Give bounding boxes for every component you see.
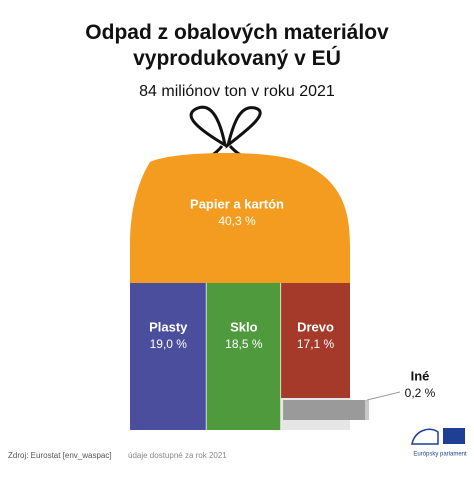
segment <box>130 153 350 283</box>
segment <box>281 283 350 398</box>
segment-name: Plasty <box>149 319 188 334</box>
segment <box>206 283 282 430</box>
segment <box>130 283 207 430</box>
chart-subtitle: 84 miliónov ton v roku 2021 <box>139 83 335 100</box>
leader <box>366 391 401 401</box>
note: údaje dostupné za rok 2021 <box>128 451 227 460</box>
segment-value: 19,0 % <box>150 337 188 351</box>
segment-value: 0,2 % <box>405 386 436 400</box>
title-box: Odpad z obalových materiálov vyprodukova… <box>85 21 389 70</box>
segment <box>365 400 369 420</box>
logo-text: Európsky parlament <box>413 452 467 458</box>
logo: Európsky parlament <box>411 428 467 458</box>
segment-name: Iné <box>411 368 430 383</box>
bag <box>130 153 350 430</box>
labels: Papier a kartón 40,3 % Plasty 19,0 % Sklo 18,… <box>149 196 436 416</box>
segment-name: Drevo <box>297 319 334 334</box>
segment-value: 18,5 % <box>225 337 263 351</box>
segment-value: 40,3 % <box>218 214 256 228</box>
chart-title: Odpad z obalových materiálov vyprodukova… <box>85 21 389 70</box>
source: Zdroj: Eurostat [env_waspac] <box>8 451 112 460</box>
segment-value: 17,1 % <box>297 337 335 351</box>
segment-name: Papier a kartón <box>190 196 284 211</box>
segment-name: Sklo <box>230 319 258 334</box>
segment <box>283 400 365 420</box>
